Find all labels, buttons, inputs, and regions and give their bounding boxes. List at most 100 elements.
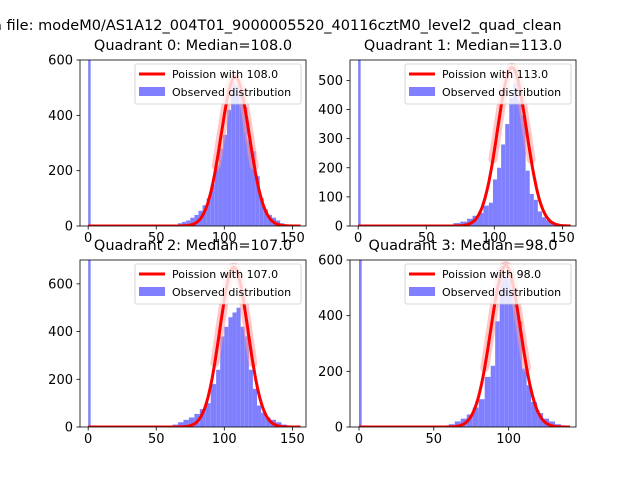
histogram-bar — [88, 60, 91, 226]
y-tick-label: 400 — [48, 325, 73, 340]
histogram-bar — [517, 321, 523, 427]
histogram-bar — [251, 151, 256, 226]
histogram-bar — [504, 276, 509, 427]
histogram-bar — [220, 336, 225, 427]
histogram-bar — [205, 403, 211, 427]
quadrant-3-panel: 0 50 100 0 200 400 600 Quadrant 3: Median=98.0 P… — [318, 238, 577, 447]
x-tick-label: 150 — [280, 432, 305, 447]
histogram-bar — [199, 409, 206, 427]
x-tick-label: 50 — [426, 432, 443, 447]
histogram-bar — [522, 368, 527, 427]
histogram-bar — [505, 124, 510, 226]
histogram-bar — [247, 140, 252, 226]
histogram-bar — [206, 198, 211, 226]
histogram-bar — [243, 107, 248, 226]
histogram-bar — [186, 220, 191, 226]
axes-frame — [349, 59, 577, 227]
quadrant-0-plot-area — [88, 60, 301, 226]
histogram-bar — [478, 399, 485, 427]
x-tick-label: 150 — [550, 231, 575, 246]
legend-hist-swatch — [139, 287, 165, 296]
legend-label: Observed distribution — [442, 286, 561, 299]
histogram-bar — [521, 115, 526, 226]
quadrant-title: Quadrant 2: Median=107.0 — [94, 238, 292, 254]
legend-hist-swatch — [409, 87, 435, 96]
histogram-bar — [499, 265, 505, 427]
x-tick-label: 50 — [148, 231, 165, 246]
y-tick-label: 200 — [318, 161, 343, 176]
histogram-bar — [231, 82, 236, 226]
y-tick-label: 600 — [48, 277, 73, 292]
histogram-bar — [541, 217, 547, 226]
legend-hist-swatch — [409, 287, 435, 296]
histogram-bar — [216, 369, 221, 427]
y-tick-label: 0 — [65, 421, 73, 436]
x-tick-label: 0 — [84, 231, 92, 246]
histogram-bar — [526, 385, 532, 427]
histogram-bar — [509, 97, 514, 226]
histogram-bar — [531, 401, 538, 427]
x-tick-label: 50 — [148, 432, 165, 447]
histogram-bar — [497, 167, 502, 226]
histogram-bar — [537, 413, 544, 427]
y-tick-label: 500 — [318, 74, 343, 89]
histogram-bar — [244, 336, 249, 427]
histogram-bar — [483, 205, 489, 226]
y-tick-label: 0 — [335, 220, 343, 235]
y-tick-label: 600 — [48, 54, 73, 69]
quadrant-title: Quadrant 3: Median=98.0 — [369, 238, 558, 254]
legend: Poission with 108.0 Observed distribution — [134, 63, 302, 105]
histogram-bar — [490, 365, 496, 427]
histogram-bar — [259, 198, 264, 226]
histogram-bar — [472, 407, 479, 427]
histogram-bar — [550, 223, 555, 226]
legend-label: Poission with 113.0 — [442, 68, 548, 81]
histogram-bar — [88, 260, 91, 427]
x-tick-label: 100 — [482, 231, 507, 246]
y-tick-label: 0 — [65, 220, 73, 235]
x-tick-label: 0 — [84, 432, 92, 447]
histogram-bar — [224, 326, 229, 427]
legend-hist-swatch — [139, 87, 165, 96]
histogram-bar — [513, 298, 518, 427]
y-tick-label: 100 — [318, 190, 343, 205]
histogram-bar — [529, 193, 534, 226]
suptitle-text: a file: modeM0/AS1A12_004T01_9000005520_… — [0, 18, 562, 34]
quadrant-0-panel: 0 50 100 150 0 200 400 600 Quadrant 0: Median=10… — [48, 38, 307, 246]
x-tick-label: 100 — [496, 432, 521, 447]
histogram-bar — [183, 419, 189, 427]
y-tick-label: 200 — [48, 164, 73, 179]
legend-box — [134, 263, 302, 305]
axes-frame — [79, 59, 307, 227]
histogram-bar — [454, 421, 461, 427]
histogram-bar — [239, 93, 244, 226]
histogram-bar — [228, 317, 233, 427]
legend: Poission with 98.0 Observed distribution — [404, 263, 572, 305]
axes-frame — [79, 259, 307, 428]
legend-box — [404, 263, 572, 305]
histogram-bar — [248, 369, 253, 427]
x-tick-label: 50 — [418, 231, 435, 246]
legend: Poission with 113.0 Observed distribution — [404, 63, 572, 105]
histogram-bar — [549, 421, 556, 427]
histogram-bar — [194, 214, 199, 226]
quadrant-2-panel: 0 50 100 150 0 200 400 600 Quadrant 2: Median=10… — [48, 238, 307, 447]
histogram-bar — [256, 405, 262, 427]
legend: Poission with 107.0 Observed distribution — [134, 263, 302, 305]
histogram-bar — [190, 217, 195, 226]
histogram-bar — [358, 60, 361, 226]
x-tick-label: 100 — [212, 432, 237, 447]
poisson-curve — [88, 265, 301, 427]
histogram-bar — [222, 134, 228, 226]
x-tick-label: 0 — [354, 231, 362, 246]
poisson-curve — [359, 263, 570, 427]
histogram-bar — [358, 260, 362, 427]
y-tick-label: 300 — [318, 132, 343, 147]
y-tick-label: 600 — [318, 254, 343, 269]
y-tick-label: 200 — [318, 365, 343, 380]
quadrant-3-plot-area — [358, 260, 570, 427]
legend-label: Observed distribution — [172, 286, 291, 299]
histogram-bar — [501, 144, 506, 226]
legend-label: Poission with 108.0 — [172, 68, 278, 81]
